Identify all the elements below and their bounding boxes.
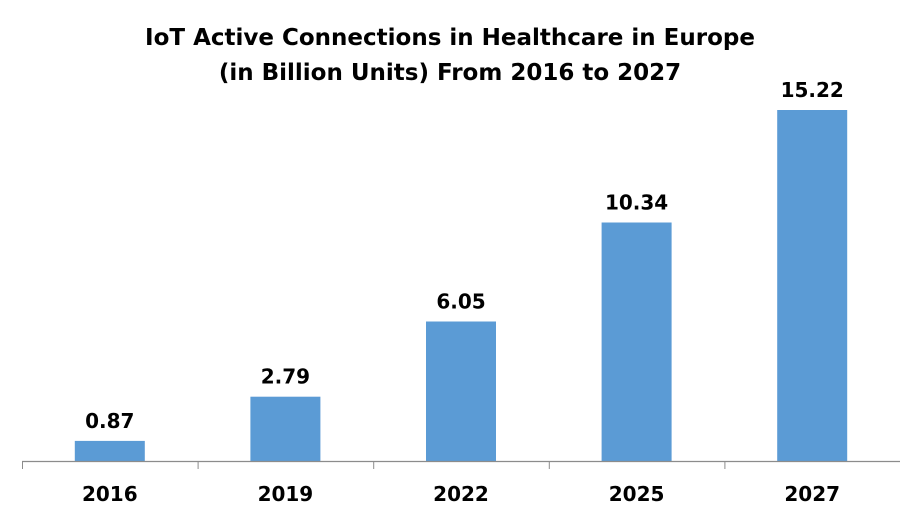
data-label-2019: 2.79 xyxy=(261,365,310,389)
bar-2016 xyxy=(74,440,145,461)
bar-2019 xyxy=(250,396,321,461)
x-tick-labels-group: 2016 2019 2022 2025 2027 xyxy=(82,482,840,506)
data-label-2027: 15.22 xyxy=(781,78,844,102)
x-tick-label-2022: 2022 xyxy=(433,482,489,506)
data-label-2016: 0.87 xyxy=(85,409,134,433)
x-tick-label-2027: 2027 xyxy=(784,482,840,506)
data-label-2025: 10.34 xyxy=(605,191,668,215)
x-tick-label-2019: 2019 xyxy=(258,482,314,506)
bars-group xyxy=(74,110,848,461)
bar-2022 xyxy=(426,321,496,461)
chart-title: IoT Active Connections in Healthcare in … xyxy=(145,25,755,51)
x-tick-label-2025: 2025 xyxy=(609,482,665,506)
data-label-2022: 6.05 xyxy=(436,290,485,314)
bar-2025 xyxy=(601,222,672,461)
x-axis xyxy=(22,460,900,469)
bar-2027 xyxy=(777,110,848,461)
chart-subtitle: (in Billion Units) From 2016 to 2027 xyxy=(219,60,681,86)
data-labels-group: 0.87 2.79 6.05 10.34 15.22 xyxy=(85,78,844,433)
x-tick-label-2016: 2016 xyxy=(82,482,138,506)
